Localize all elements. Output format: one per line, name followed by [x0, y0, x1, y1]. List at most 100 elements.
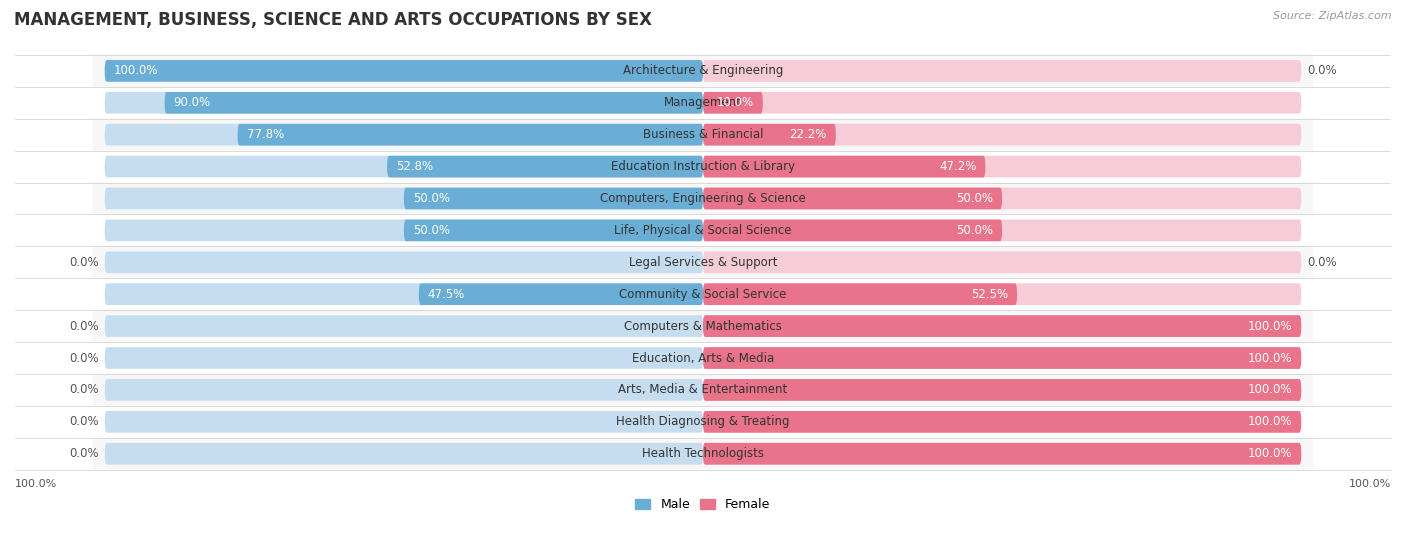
FancyBboxPatch shape [104, 92, 703, 113]
FancyBboxPatch shape [104, 188, 703, 209]
Text: Health Diagnosing & Treating: Health Diagnosing & Treating [616, 415, 790, 428]
Text: Arts, Media & Entertainment: Arts, Media & Entertainment [619, 383, 787, 396]
Text: Management: Management [664, 96, 742, 109]
Text: 50.0%: 50.0% [956, 224, 993, 237]
FancyBboxPatch shape [703, 252, 1302, 273]
FancyBboxPatch shape [93, 87, 1313, 119]
FancyBboxPatch shape [93, 119, 1313, 150]
Text: 100.0%: 100.0% [1247, 383, 1292, 396]
Text: 100.0%: 100.0% [1247, 447, 1292, 460]
FancyBboxPatch shape [703, 347, 1302, 369]
Text: Education, Arts & Media: Education, Arts & Media [631, 352, 775, 364]
Text: 100.0%: 100.0% [114, 64, 159, 77]
FancyBboxPatch shape [93, 342, 1313, 374]
Text: Source: ZipAtlas.com: Source: ZipAtlas.com [1274, 11, 1392, 21]
Text: 100.0%: 100.0% [1348, 479, 1391, 489]
FancyBboxPatch shape [104, 60, 703, 82]
FancyBboxPatch shape [93, 150, 1313, 183]
FancyBboxPatch shape [104, 411, 703, 433]
FancyBboxPatch shape [104, 379, 703, 401]
FancyBboxPatch shape [703, 443, 1302, 465]
FancyBboxPatch shape [93, 438, 1313, 470]
FancyBboxPatch shape [93, 278, 1313, 310]
Text: 0.0%: 0.0% [1308, 256, 1337, 269]
Text: 50.0%: 50.0% [956, 192, 993, 205]
FancyBboxPatch shape [93, 247, 1313, 278]
FancyBboxPatch shape [703, 60, 1302, 82]
FancyBboxPatch shape [703, 220, 1302, 241]
FancyBboxPatch shape [93, 374, 1313, 406]
Text: 0.0%: 0.0% [69, 352, 98, 364]
FancyBboxPatch shape [104, 347, 703, 369]
Text: 47.5%: 47.5% [427, 288, 465, 301]
FancyBboxPatch shape [104, 283, 703, 305]
FancyBboxPatch shape [104, 60, 703, 82]
Text: 77.8%: 77.8% [246, 128, 284, 141]
FancyBboxPatch shape [238, 124, 703, 145]
FancyBboxPatch shape [703, 156, 986, 177]
Text: 0.0%: 0.0% [69, 256, 98, 269]
FancyBboxPatch shape [703, 220, 1002, 241]
Text: MANAGEMENT, BUSINESS, SCIENCE AND ARTS OCCUPATIONS BY SEX: MANAGEMENT, BUSINESS, SCIENCE AND ARTS O… [14, 11, 652, 29]
Text: 10.0%: 10.0% [717, 96, 754, 109]
FancyBboxPatch shape [703, 315, 1302, 337]
Text: 0.0%: 0.0% [69, 383, 98, 396]
FancyBboxPatch shape [703, 443, 1302, 465]
Text: Legal Services & Support: Legal Services & Support [628, 256, 778, 269]
FancyBboxPatch shape [104, 443, 703, 465]
Text: Education Instruction & Library: Education Instruction & Library [612, 160, 794, 173]
Text: Business & Financial: Business & Financial [643, 128, 763, 141]
FancyBboxPatch shape [104, 124, 703, 145]
FancyBboxPatch shape [703, 379, 1302, 401]
Text: 50.0%: 50.0% [413, 224, 450, 237]
FancyBboxPatch shape [93, 55, 1313, 87]
FancyBboxPatch shape [703, 411, 1302, 433]
FancyBboxPatch shape [93, 183, 1313, 215]
Text: Architecture & Engineering: Architecture & Engineering [623, 64, 783, 77]
Text: 100.0%: 100.0% [1247, 320, 1292, 333]
Text: 90.0%: 90.0% [173, 96, 211, 109]
Text: 50.0%: 50.0% [413, 192, 450, 205]
FancyBboxPatch shape [104, 315, 703, 337]
Text: Computers, Engineering & Science: Computers, Engineering & Science [600, 192, 806, 205]
FancyBboxPatch shape [703, 92, 763, 113]
FancyBboxPatch shape [703, 283, 1302, 305]
Text: 100.0%: 100.0% [1247, 415, 1292, 428]
FancyBboxPatch shape [703, 315, 1302, 337]
FancyBboxPatch shape [703, 188, 1302, 209]
Text: 47.2%: 47.2% [939, 160, 976, 173]
Text: 0.0%: 0.0% [69, 447, 98, 460]
FancyBboxPatch shape [703, 156, 1302, 177]
Text: 22.2%: 22.2% [789, 128, 827, 141]
FancyBboxPatch shape [93, 310, 1313, 342]
Text: Life, Physical & Social Science: Life, Physical & Social Science [614, 224, 792, 237]
Text: 0.0%: 0.0% [69, 415, 98, 428]
FancyBboxPatch shape [104, 252, 703, 273]
Text: 100.0%: 100.0% [15, 479, 58, 489]
Legend: Male, Female: Male, Female [630, 493, 776, 516]
Text: 0.0%: 0.0% [1308, 64, 1337, 77]
FancyBboxPatch shape [387, 156, 703, 177]
FancyBboxPatch shape [93, 406, 1313, 438]
FancyBboxPatch shape [93, 215, 1313, 247]
FancyBboxPatch shape [104, 156, 703, 177]
FancyBboxPatch shape [703, 411, 1302, 433]
Text: 52.5%: 52.5% [972, 288, 1008, 301]
Text: 52.8%: 52.8% [396, 160, 433, 173]
FancyBboxPatch shape [404, 188, 703, 209]
FancyBboxPatch shape [703, 347, 1302, 369]
FancyBboxPatch shape [703, 379, 1302, 401]
FancyBboxPatch shape [703, 124, 835, 145]
Text: 100.0%: 100.0% [1247, 352, 1292, 364]
Text: 0.0%: 0.0% [69, 320, 98, 333]
FancyBboxPatch shape [404, 220, 703, 241]
Text: Health Technologists: Health Technologists [643, 447, 763, 460]
FancyBboxPatch shape [419, 283, 703, 305]
FancyBboxPatch shape [703, 124, 1302, 145]
FancyBboxPatch shape [165, 92, 703, 113]
FancyBboxPatch shape [703, 92, 1302, 113]
FancyBboxPatch shape [703, 283, 1017, 305]
FancyBboxPatch shape [703, 188, 1002, 209]
FancyBboxPatch shape [104, 220, 703, 241]
Text: Computers & Mathematics: Computers & Mathematics [624, 320, 782, 333]
